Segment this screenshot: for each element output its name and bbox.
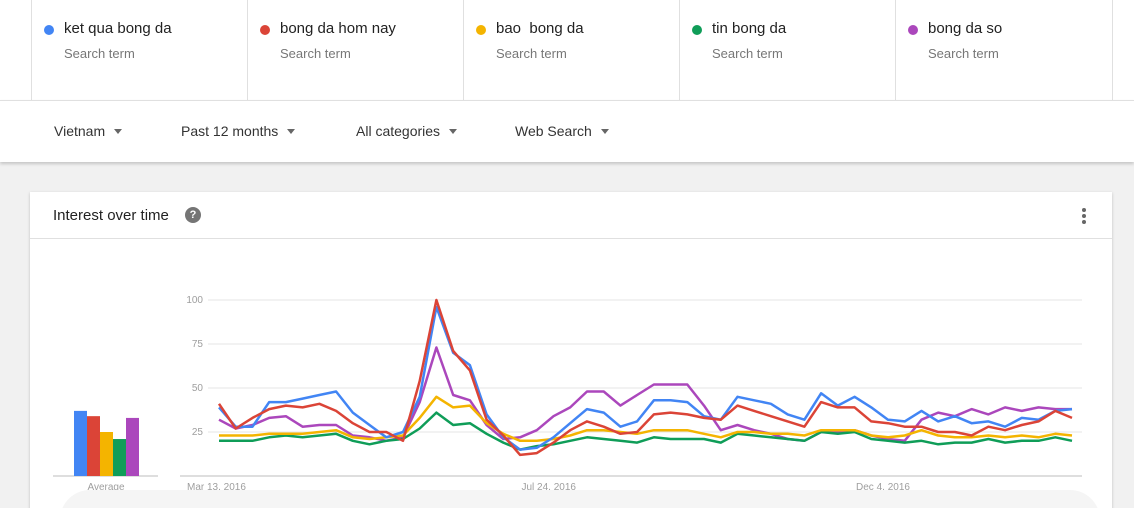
- chevron-down-icon: [287, 128, 296, 134]
- term-type: Search term: [496, 46, 567, 61]
- search-type-dropdown-label: Web Search: [515, 123, 592, 139]
- term-color-dot-icon: [908, 25, 918, 35]
- help-icon[interactable]: ?: [185, 207, 201, 223]
- chevron-down-icon: [114, 128, 123, 134]
- chevron-down-icon: [449, 128, 458, 134]
- term-name: bong da hom nay: [280, 20, 396, 37]
- y-tick-label: 25: [192, 427, 204, 438]
- x-tick-label: Mar 13, 2016: [187, 482, 246, 493]
- series-line-2: [217, 298, 1073, 457]
- y-tick-label: 75: [192, 339, 204, 350]
- chart-footer-band: [60, 490, 1100, 508]
- time-range-dropdown-label: Past 12 months: [181, 123, 279, 139]
- y-tick-label: 50: [192, 383, 204, 394]
- region-dropdown-label: Vietnam: [54, 123, 106, 139]
- term-name: bong da so: [928, 20, 1003, 37]
- chart-labels: 25 50 75 100 Average Mar 13, 2016 Jul 24, 2016…: [87, 295, 910, 493]
- term-color-dot-icon: [476, 25, 486, 35]
- search-type-dropdown[interactable]: Web Search: [515, 123, 609, 139]
- region-dropdown[interactable]: Vietnam: [54, 123, 123, 139]
- average-bars: [74, 410, 139, 476]
- chart-series-lines: [217, 298, 1073, 457]
- term-name: ket qua bong da: [64, 20, 172, 37]
- filter-bar: Vietnam Past 12 months All categories We…: [0, 100, 1134, 162]
- term-color-dot-icon: [692, 25, 702, 35]
- series-line-1: [218, 305, 1073, 451]
- series-line-4: [219, 411, 1073, 451]
- x-tick-label: Dec 4, 2016: [856, 482, 910, 493]
- term-card-1[interactable]: ket qua bong da Search term: [31, 0, 248, 100]
- average-bar-5: [126, 417, 139, 476]
- terms-divider: [1112, 0, 1113, 100]
- category-dropdown-label: All categories: [356, 123, 441, 139]
- term-card-5[interactable]: bong da so Search term: [895, 0, 1112, 100]
- time-range-dropdown[interactable]: Past 12 months: [181, 123, 296, 139]
- chart-grid: [53, 299, 1082, 477]
- interest-over-time-card: Interest over time ?: [30, 192, 1112, 508]
- average-bar-1: [74, 410, 87, 476]
- y-tick-label: 100: [186, 295, 203, 306]
- term-type: Search term: [64, 46, 135, 61]
- series-line-5: [218, 346, 1072, 443]
- term-card-2[interactable]: bong da hom nay Search term: [247, 0, 464, 100]
- term-color-dot-icon: [44, 25, 54, 35]
- term-name: bao bong da: [496, 20, 584, 37]
- term-type: Search term: [928, 46, 999, 61]
- average-label: Average: [87, 482, 125, 493]
- more-vert-icon[interactable]: [1074, 206, 1094, 226]
- chevron-down-icon: [600, 128, 609, 134]
- term-color-dot-icon: [260, 25, 270, 35]
- series-line-3: [219, 395, 1073, 443]
- average-bar-4: [113, 439, 126, 476]
- term-type: Search term: [280, 46, 351, 61]
- category-dropdown[interactable]: All categories: [356, 123, 458, 139]
- card-title: Interest over time: [53, 207, 169, 224]
- x-tick-label: Jul 24, 2016: [522, 482, 577, 493]
- card-header: Interest over time ?: [30, 192, 1112, 239]
- average-bar-3: [100, 432, 113, 476]
- term-card-4[interactable]: tin bong da Search term: [679, 0, 896, 100]
- search-terms-bar: ket qua bong da Search term bong da hom …: [0, 0, 1134, 100]
- term-card-3[interactable]: bao bong da Search term: [463, 0, 680, 100]
- average-bar-2: [87, 416, 100, 476]
- term-name: tin bong da: [712, 20, 787, 37]
- term-type: Search term: [712, 46, 783, 61]
